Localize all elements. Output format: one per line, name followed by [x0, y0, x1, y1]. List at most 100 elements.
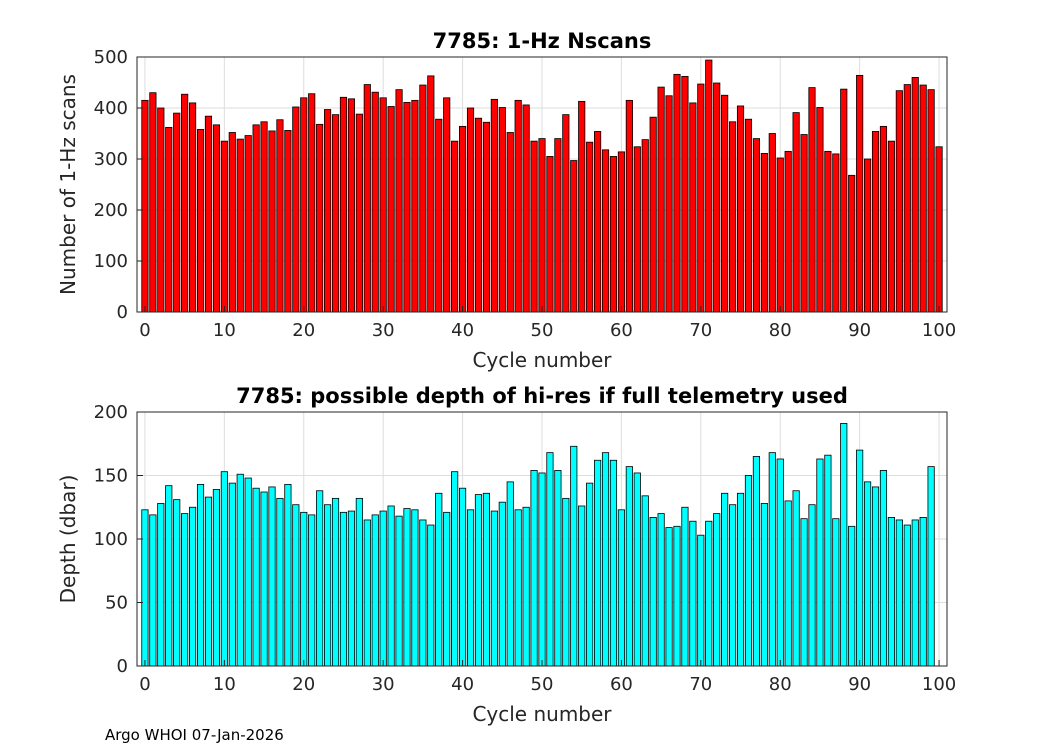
top-bar	[848, 174, 856, 313]
bottom-bar	[490, 510, 498, 667]
bottom-bar	[625, 466, 633, 667]
top-bar	[411, 99, 419, 313]
top-bar	[697, 83, 705, 313]
bottom-bar	[284, 483, 292, 667]
bottom-xtick-label: 0	[139, 674, 150, 695]
top-bar	[316, 123, 324, 313]
top-bar	[554, 138, 562, 313]
top-bar	[474, 117, 483, 313]
bottom-chart-title: 7785: possible depth of hi-res if full t…	[236, 384, 848, 408]
top-bar	[181, 93, 189, 313]
bottom-bar	[887, 517, 895, 667]
bottom-bar	[871, 486, 880, 667]
top-bar	[268, 130, 276, 313]
top-bar	[466, 107, 475, 313]
top-bar	[768, 133, 776, 313]
bottom-bar	[609, 459, 618, 667]
top-bar	[451, 140, 459, 313]
top-bar	[427, 75, 435, 313]
top-bar	[689, 102, 697, 313]
bottom-bar	[879, 470, 888, 667]
bottom-bar	[244, 477, 252, 667]
footer-credit: Argo WHOI 07-Jan-2026	[105, 726, 284, 744]
bottom-bar	[189, 506, 197, 667]
top-bar	[236, 138, 244, 313]
top-xtick-label: 70	[689, 320, 712, 341]
top-bar	[721, 94, 729, 313]
top-bar	[498, 107, 506, 313]
bottom-bar	[292, 504, 300, 667]
top-bar	[856, 74, 864, 313]
bottom-bar	[419, 519, 427, 667]
bottom-bar	[324, 504, 332, 667]
top-bar	[832, 153, 840, 313]
bottom-bar	[363, 519, 371, 667]
top-bar	[482, 121, 490, 313]
top-chart-title: 7785: 1-Hz Nscans	[433, 29, 652, 53]
bottom-chart-depth: 0 10 20 30 40 50 60 70 80 90 100 0 50 100 150 200 7785: …	[56, 384, 956, 726]
bottom-bar	[355, 497, 363, 667]
bottom-bar	[752, 456, 760, 667]
top-bar	[935, 146, 943, 313]
bottom-bar	[586, 482, 594, 667]
bottom-y-axis-label: Depth (dbar)	[56, 475, 80, 604]
top-bar	[840, 88, 848, 313]
bottom-bar	[729, 504, 737, 667]
top-xtick-label: 40	[451, 320, 474, 341]
bottom-bar	[149, 514, 157, 667]
bottom-bar	[744, 475, 753, 667]
top-ytick-label: 100	[94, 251, 128, 272]
top-bar	[609, 156, 618, 313]
bottom-bar	[903, 524, 911, 667]
bottom-bar	[411, 509, 419, 667]
top-bar	[871, 131, 880, 313]
bottom-bar	[443, 511, 451, 667]
bottom-bar	[578, 505, 586, 667]
top-bar	[387, 106, 395, 313]
top-bar	[776, 157, 784, 313]
bottom-bar	[856, 449, 864, 667]
top-bar	[808, 87, 816, 313]
top-bar	[403, 101, 411, 313]
top-x-axis-label: Cycle number	[472, 348, 612, 372]
top-bar	[339, 96, 348, 313]
top-bar	[395, 89, 403, 313]
top-bar	[220, 140, 228, 313]
top-bar	[141, 99, 149, 313]
bottom-bar	[316, 490, 324, 667]
top-bar	[522, 104, 530, 313]
bottom-bar	[713, 513, 721, 667]
top-bar	[657, 86, 665, 313]
top-bar	[165, 126, 173, 313]
top-ytick-label: 0	[117, 302, 128, 323]
top-bar	[903, 84, 911, 313]
top-bar	[887, 140, 895, 313]
bottom-bar	[895, 519, 903, 667]
bottom-bar	[864, 481, 872, 667]
bottom-bar	[657, 513, 665, 667]
top-bar	[331, 114, 340, 313]
bottom-bar	[848, 525, 856, 667]
bottom-bar	[601, 452, 610, 667]
top-bar	[443, 97, 451, 313]
bottom-bar	[498, 501, 506, 667]
bottom-bar	[792, 490, 800, 667]
bottom-bar	[300, 511, 308, 667]
bottom-bar	[268, 486, 276, 667]
top-xtick-label: 80	[769, 320, 792, 341]
top-xtick-label: 50	[531, 320, 554, 341]
bottom-bar	[665, 527, 673, 667]
bottom-bar	[546, 452, 554, 667]
bottom-xtick-label: 100	[922, 674, 956, 695]
bottom-bar	[522, 506, 530, 667]
bottom-bar	[776, 458, 784, 667]
bottom-x-axis-label: Cycle number	[472, 702, 612, 726]
top-bar	[228, 132, 236, 313]
bottom-ytick-label: 0	[117, 656, 128, 677]
bottom-bar	[530, 470, 538, 667]
bottom-bar	[236, 473, 244, 667]
top-bar	[355, 113, 363, 313]
top-bar	[252, 124, 260, 313]
bottom-bar	[157, 503, 165, 667]
top-bar	[189, 102, 197, 313]
